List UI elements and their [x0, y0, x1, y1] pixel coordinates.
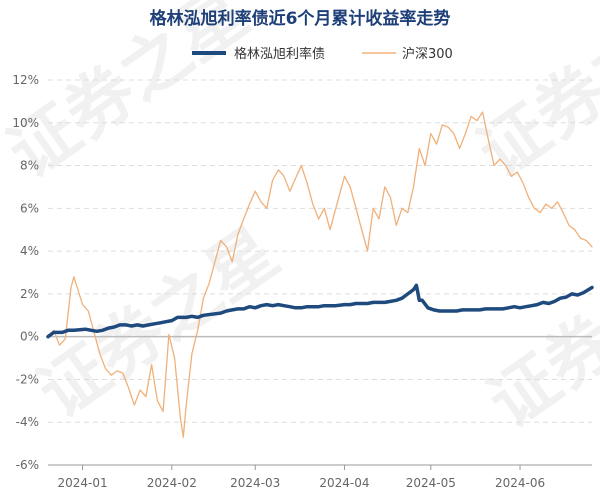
x-tick-label: 2024-03	[230, 476, 280, 490]
y-tick-label: 2%	[20, 287, 39, 301]
y-tick-label: 10%	[12, 116, 39, 130]
y-tick-label: 4%	[20, 244, 39, 258]
watermark: 证券之星 证券之星 证券之星 证券之星	[0, 0, 600, 444]
legend-label-fund: 格林泓旭利率债	[234, 46, 325, 62]
y-tick-label: -6%	[16, 458, 39, 472]
y-tick-label: 6%	[20, 201, 39, 215]
y-axis: -6% -4% -2% 0% 2% 4% 6% 8% 10% 12%	[12, 73, 39, 472]
watermark-text-1: 证券之星	[0, 0, 263, 194]
legend-label-index: 沪深300	[402, 46, 453, 62]
x-tick-label: 2024-05	[406, 476, 456, 490]
grid	[48, 79, 592, 466]
y-tick-label: 8%	[20, 159, 39, 173]
series-line-index	[47, 111, 593, 438]
chart-title: 格林泓旭利率债近6个月累计收益率走势	[150, 8, 451, 29]
x-tick-label: 2024-02	[147, 476, 197, 490]
y-tick-label: -4%	[16, 415, 39, 429]
x-axis: 2024-01 2024-02 2024-03 2024-04 2024-05 2024-…	[48, 464, 592, 490]
watermark-text-4: 证券之星	[474, 223, 600, 444]
x-tick-label: 2024-01	[57, 476, 107, 490]
y-tick-label: 0%	[20, 330, 39, 344]
y-tick-label: 12%	[12, 73, 39, 87]
watermark-text-3: 证券之星	[464, 0, 600, 194]
x-tick-label: 2024-04	[319, 476, 369, 490]
legend: 格林泓旭利率债 沪深300	[192, 46, 453, 62]
y-tick-label: -2%	[16, 372, 39, 386]
x-tick-label: 2024-06	[495, 476, 545, 490]
series-layer	[46, 111, 594, 438]
series-line-fund	[46, 283, 594, 339]
